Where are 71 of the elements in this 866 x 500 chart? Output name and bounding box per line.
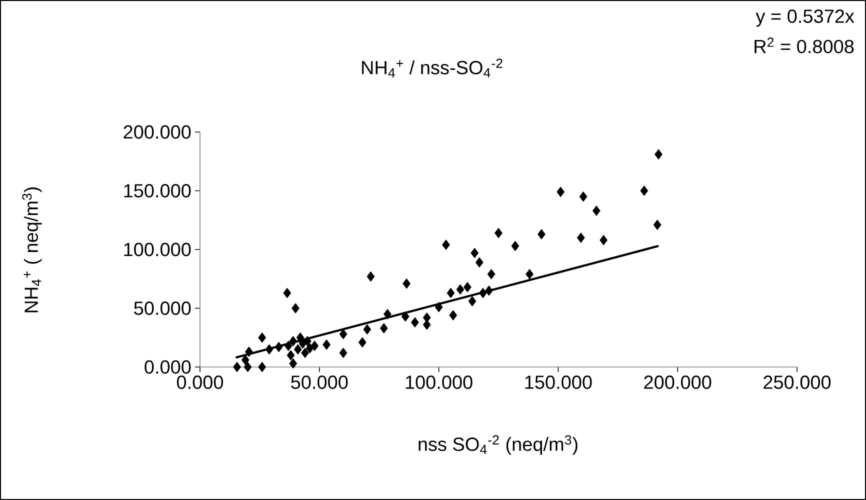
point bbox=[485, 285, 493, 296]
point bbox=[380, 323, 388, 334]
point bbox=[283, 288, 292, 298]
x-tick-label: 100.000 bbox=[406, 376, 472, 389]
point bbox=[526, 268, 534, 280]
point bbox=[556, 186, 565, 198]
point bbox=[401, 311, 410, 322]
point bbox=[292, 303, 300, 314]
point bbox=[653, 220, 662, 230]
x-tick-label: 0.000 bbox=[176, 376, 224, 389]
x-tick-label: 150.000 bbox=[525, 376, 592, 389]
point bbox=[339, 348, 348, 358]
point bbox=[494, 228, 502, 238]
y-tick-label: 100.000 bbox=[124, 242, 191, 256]
point bbox=[479, 288, 487, 298]
point bbox=[487, 268, 496, 280]
point bbox=[475, 257, 484, 268]
point bbox=[410, 317, 419, 328]
point bbox=[366, 271, 375, 282]
point bbox=[244, 362, 252, 372]
point bbox=[258, 362, 266, 372]
point bbox=[245, 346, 253, 357]
point bbox=[289, 336, 298, 346]
text: R$^{2}$ = 0.8008 bbox=[754, 38, 854, 54]
point bbox=[304, 336, 312, 346]
point bbox=[402, 278, 411, 289]
point bbox=[233, 362, 241, 372]
point bbox=[579, 191, 588, 202]
text: y = 0.5372x bbox=[756, 10, 854, 27]
point bbox=[511, 240, 520, 252]
point bbox=[358, 337, 366, 348]
x-tick-label: 50.000 bbox=[291, 376, 348, 389]
point bbox=[449, 310, 458, 320]
point bbox=[258, 332, 266, 343]
y-axis-title: NH$_{4}$$^{+}$ ( neq/m$^{3}$) bbox=[22, 187, 42, 312]
point bbox=[654, 149, 662, 160]
point bbox=[286, 350, 295, 360]
y-tick-label: 50.000 bbox=[134, 302, 191, 315]
point bbox=[241, 354, 250, 366]
point bbox=[464, 282, 472, 292]
point bbox=[422, 312, 431, 323]
point bbox=[310, 340, 319, 352]
point bbox=[339, 328, 348, 340]
point bbox=[384, 308, 392, 320]
point bbox=[284, 340, 292, 352]
point bbox=[289, 358, 298, 369]
point bbox=[470, 248, 479, 258]
point bbox=[576, 232, 585, 243]
point bbox=[600, 234, 608, 246]
point bbox=[265, 344, 274, 355]
point bbox=[296, 332, 304, 343]
point bbox=[456, 284, 464, 295]
point bbox=[434, 302, 443, 312]
x-axis-title: nss SO$_{4}$$^{-2}$ (neq/m$^{3}$) bbox=[418, 435, 578, 455]
y-tick-label: 200.000 bbox=[124, 125, 191, 139]
point bbox=[538, 229, 546, 240]
point bbox=[322, 339, 331, 350]
x-tick-label: 200.000 bbox=[644, 376, 712, 389]
point bbox=[468, 296, 476, 306]
point bbox=[442, 240, 450, 250]
point bbox=[301, 348, 310, 358]
x-tick-label: 250.000 bbox=[764, 376, 831, 389]
point bbox=[640, 186, 648, 196]
y-tick-label: 150.000 bbox=[124, 184, 191, 198]
y-tick-label: 0.000 bbox=[144, 360, 191, 374]
point bbox=[274, 342, 283, 352]
point bbox=[592, 206, 600, 216]
chart-title: NH$_{4}$$^{+}$ / nss-SO$_{4}$-2 bbox=[362, 58, 502, 78]
point bbox=[363, 324, 372, 335]
point bbox=[446, 288, 455, 298]
point bbox=[294, 344, 302, 355]
